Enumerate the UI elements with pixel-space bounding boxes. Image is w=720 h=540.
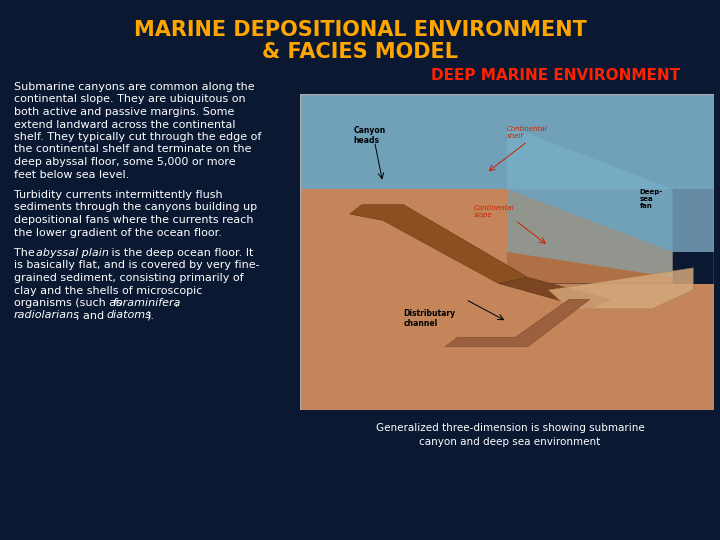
- Text: , and: , and: [76, 310, 107, 321]
- Text: Deep-
sea
fan: Deep- sea fan: [639, 189, 662, 209]
- Text: sediments through the canyons building up: sediments through the canyons building u…: [14, 202, 257, 213]
- Polygon shape: [549, 268, 693, 309]
- Text: organisms (such as: organisms (such as: [14, 298, 125, 308]
- Text: foraminifera: foraminifera: [112, 298, 181, 308]
- Text: continental slope. They are ubiquitous on: continental slope. They are ubiquitous o…: [14, 94, 246, 105]
- Text: is the deep ocean floor. It: is the deep ocean floor. It: [108, 248, 253, 258]
- Text: abyssal plain: abyssal plain: [36, 248, 109, 258]
- Text: diatoms: diatoms: [106, 310, 151, 321]
- Text: ,: ,: [174, 298, 178, 308]
- Polygon shape: [300, 189, 507, 284]
- Text: Continental
shelf: Continental shelf: [507, 126, 548, 139]
- Polygon shape: [300, 284, 714, 410]
- Text: feet below sea level.: feet below sea level.: [14, 170, 130, 179]
- Polygon shape: [350, 205, 528, 284]
- Polygon shape: [499, 277, 611, 309]
- Text: both active and passive margins. Some: both active and passive margins. Some: [14, 107, 235, 117]
- Text: canyon and deep sea environment: canyon and deep sea environment: [419, 437, 600, 447]
- Text: Generalized three-dimension is showing submarine: Generalized three-dimension is showing s…: [376, 423, 644, 433]
- Text: depositional fans where the currents reach: depositional fans where the currents rea…: [14, 215, 253, 225]
- Text: Submarine canyons are common along the: Submarine canyons are common along the: [14, 82, 255, 92]
- Text: MARINE DEPOSITIONAL ENVIRONMENT: MARINE DEPOSITIONAL ENVIRONMENT: [134, 20, 586, 40]
- Text: DEEP MARINE ENVIRONMENT: DEEP MARINE ENVIRONMENT: [431, 69, 680, 84]
- Polygon shape: [445, 299, 590, 347]
- Text: shelf. They typically cut through the edge of: shelf. They typically cut through the ed…: [14, 132, 261, 142]
- Text: ).: ).: [146, 310, 154, 321]
- Text: Turbidity currents intermittently flush: Turbidity currents intermittently flush: [14, 190, 222, 200]
- Text: & FACIES MODEL: & FACIES MODEL: [262, 42, 458, 62]
- Polygon shape: [507, 126, 672, 277]
- Text: clay and the shells of microscopic: clay and the shells of microscopic: [14, 286, 202, 295]
- Text: the continental shelf and terminate on the: the continental shelf and terminate on t…: [14, 145, 251, 154]
- Text: Distributary
channel: Distributary channel: [403, 309, 456, 328]
- Text: The: The: [14, 248, 38, 258]
- Text: the lower gradient of the ocean floor.: the lower gradient of the ocean floor.: [14, 227, 222, 238]
- Text: Continental
slope: Continental slope: [474, 205, 515, 218]
- Text: deep abyssal floor, some 5,000 or more: deep abyssal floor, some 5,000 or more: [14, 157, 235, 167]
- Text: radiolarians: radiolarians: [14, 310, 80, 321]
- Text: extend landward across the continental: extend landward across the continental: [14, 119, 235, 130]
- Polygon shape: [300, 94, 714, 189]
- Text: is basically flat, and is covered by very fine-: is basically flat, and is covered by ver…: [14, 260, 260, 271]
- Polygon shape: [507, 189, 672, 284]
- Text: Canyon
heads: Canyon heads: [354, 126, 386, 145]
- Text: grained sediment, consisting primarily of: grained sediment, consisting primarily o…: [14, 273, 243, 283]
- Polygon shape: [300, 94, 714, 252]
